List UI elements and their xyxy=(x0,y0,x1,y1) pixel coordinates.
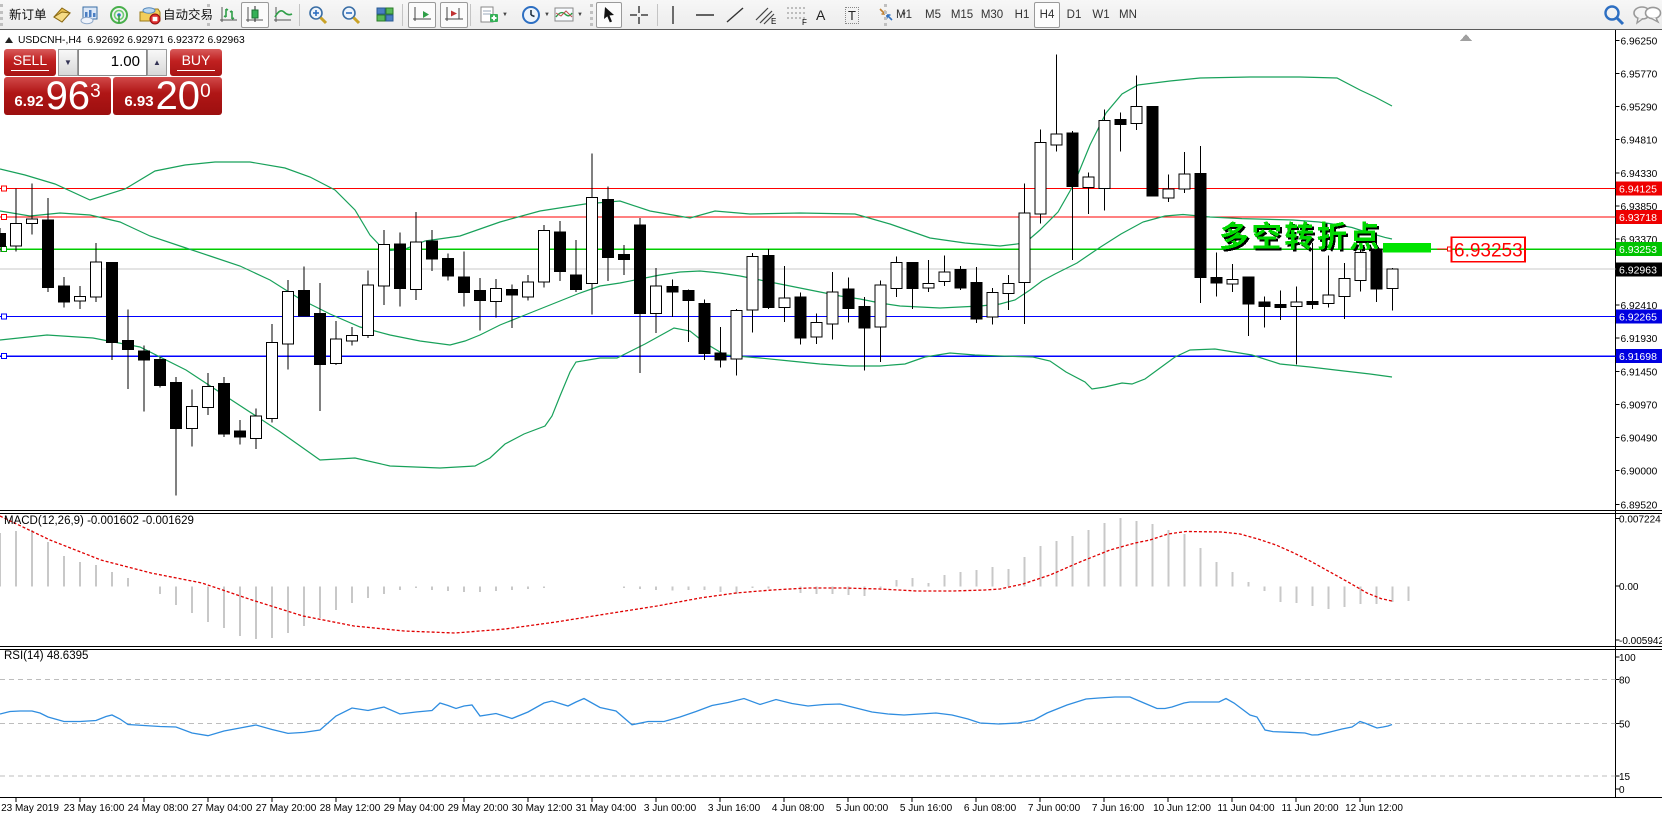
svg-text:27 May 20:00: 27 May 20:00 xyxy=(256,803,317,814)
svg-text:6.94125: 6.94125 xyxy=(1619,183,1657,195)
svg-text:7 Jun 16:00: 7 Jun 16:00 xyxy=(1092,803,1145,814)
svg-text:6.89520: 6.89520 xyxy=(1621,500,1658,511)
svg-text:27 May 04:00: 27 May 04:00 xyxy=(192,803,253,814)
svg-text:3 Jun 00:00: 3 Jun 00:00 xyxy=(644,803,697,814)
svg-text:6.93253: 6.93253 xyxy=(1454,241,1523,262)
svg-text:100: 100 xyxy=(1619,653,1636,664)
svg-text:15: 15 xyxy=(1619,772,1631,783)
svg-text:23 May 2019: 23 May 2019 xyxy=(1,803,59,814)
svg-text:6.93718: 6.93718 xyxy=(1619,212,1657,224)
svg-text:6.95770: 6.95770 xyxy=(1621,70,1658,81)
svg-text:6.90490: 6.90490 xyxy=(1621,433,1658,444)
svg-text:3 Jun 16:00: 3 Jun 16:00 xyxy=(708,803,761,814)
svg-text:E: E xyxy=(771,17,776,26)
svg-text:6.96250: 6.96250 xyxy=(1621,36,1658,47)
svg-text:4 Jun 08:00: 4 Jun 08:00 xyxy=(772,803,825,814)
svg-text:0: 0 xyxy=(1619,785,1625,796)
svg-text:6.93850: 6.93850 xyxy=(1621,202,1658,213)
svg-text:6.92963: 6.92963 xyxy=(1619,265,1657,277)
svg-text:6.93253: 6.93253 xyxy=(1619,244,1657,256)
svg-text:10 Jun 12:00: 10 Jun 12:00 xyxy=(1153,803,1211,814)
svg-text:RSI(14) 48.6395: RSI(14) 48.6395 xyxy=(4,650,88,662)
svg-text:11 Jun 20:00: 11 Jun 20:00 xyxy=(1281,803,1339,814)
svg-text:MACD(12,26,9) -0.001602 -0.001: MACD(12,26,9) -0.001602 -0.001629 xyxy=(4,515,194,527)
svg-text:F: F xyxy=(802,18,807,26)
svg-text:0.007224: 0.007224 xyxy=(1619,514,1661,525)
svg-text:29 May 20:00: 29 May 20:00 xyxy=(448,803,509,814)
svg-text:50: 50 xyxy=(1619,719,1631,730)
svg-text:7 Jun 00:00: 7 Jun 00:00 xyxy=(1028,803,1081,814)
svg-text:80: 80 xyxy=(1619,675,1631,686)
svg-text:0.00: 0.00 xyxy=(1619,582,1639,593)
svg-text:6.91930: 6.91930 xyxy=(1621,334,1658,345)
svg-text:23 May 16:00: 23 May 16:00 xyxy=(64,803,125,814)
svg-text:6.94330: 6.94330 xyxy=(1621,169,1658,180)
svg-text:5 Jun 16:00: 5 Jun 16:00 xyxy=(900,803,953,814)
svg-text:6.95290: 6.95290 xyxy=(1621,103,1658,114)
svg-text:-0.005942: -0.005942 xyxy=(1619,636,1662,647)
svg-text:31 May 04:00: 31 May 04:00 xyxy=(576,803,637,814)
svg-text:6.91698: 6.91698 xyxy=(1619,351,1657,363)
svg-text:11 Jun 04:00: 11 Jun 04:00 xyxy=(1217,803,1275,814)
svg-text:6.91450: 6.91450 xyxy=(1621,367,1658,378)
svg-text:6.90000: 6.90000 xyxy=(1621,467,1658,478)
svg-text:6.94810: 6.94810 xyxy=(1621,136,1658,147)
svg-text:24 May 08:00: 24 May 08:00 xyxy=(128,803,189,814)
svg-text:6.93370: 6.93370 xyxy=(1621,235,1658,246)
svg-text:5 Jun 00:00: 5 Jun 00:00 xyxy=(836,803,889,814)
svg-text:6.92410: 6.92410 xyxy=(1621,301,1658,312)
svg-text:6.90970: 6.90970 xyxy=(1621,400,1658,411)
svg-text:6 Jun 08:00: 6 Jun 08:00 xyxy=(964,803,1017,814)
svg-text:29 May 04:00: 29 May 04:00 xyxy=(384,803,445,814)
svg-text:30 May 12:00: 30 May 12:00 xyxy=(512,803,573,814)
svg-text:28 May 12:00: 28 May 12:00 xyxy=(320,803,381,814)
svg-text:12 Jun 12:00: 12 Jun 12:00 xyxy=(1345,803,1403,814)
svg-text:6.92265: 6.92265 xyxy=(1619,312,1657,324)
